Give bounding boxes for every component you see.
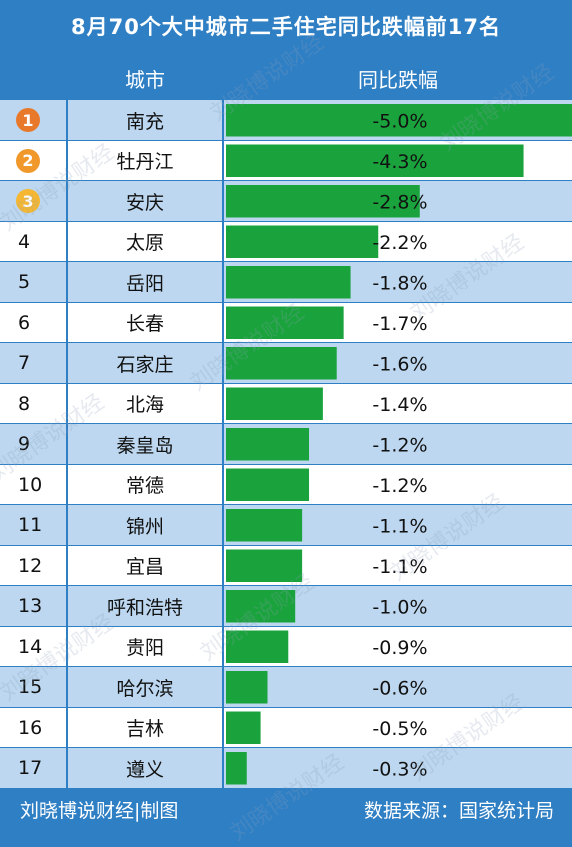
value-label: -0.3% bbox=[372, 758, 427, 780]
value-label: -1.7% bbox=[372, 313, 427, 335]
bar bbox=[226, 225, 379, 258]
rank-cell: 7 bbox=[18, 352, 31, 374]
city-label: 呼和浩特 bbox=[106, 596, 183, 619]
table-row: 15 哈尔滨 bbox=[0, 667, 572, 708]
bar bbox=[226, 144, 524, 177]
bar bbox=[226, 590, 296, 623]
rank-medal-icon: 3 bbox=[16, 189, 40, 213]
bar-chart: -5.0% -4.3% -2.8% -2.2% -1.8% -1.7% -1.6% -1.4%… bbox=[226, 104, 572, 785]
rank-cell: 11 bbox=[18, 514, 43, 536]
bar bbox=[226, 468, 310, 501]
city-label: 安庆 bbox=[125, 191, 164, 214]
bar bbox=[226, 387, 323, 420]
city-label: 宜昌 bbox=[125, 556, 164, 578]
city-label: 牡丹江 bbox=[116, 151, 174, 173]
value-label: -5.0% bbox=[372, 110, 427, 132]
table-header: 城市 同比跌幅 bbox=[0, 57, 572, 99]
rank-cell: 6 bbox=[18, 311, 31, 334]
column-divider bbox=[66, 100, 68, 788]
city-label: 南充 bbox=[125, 110, 164, 133]
value-label: -0.9% bbox=[372, 637, 427, 659]
bar bbox=[226, 711, 261, 744]
value-label: -1.1% bbox=[372, 556, 427, 578]
city-label: 岳阳 bbox=[125, 272, 164, 295]
bar bbox=[226, 549, 303, 582]
bar bbox=[226, 630, 289, 663]
bar bbox=[226, 266, 351, 299]
rank-cell: 14 bbox=[18, 635, 43, 658]
rank-medal-icon: 1 bbox=[16, 108, 40, 132]
city-label: 吉林 bbox=[125, 718, 164, 740]
city-label: 北海 bbox=[125, 394, 164, 416]
city-label: 常德 bbox=[125, 475, 164, 497]
rank-medal-icon: 2 bbox=[16, 148, 40, 173]
rank-cell: 2 bbox=[0, 141, 68, 181]
bar bbox=[226, 347, 337, 380]
city-label: 哈尔滨 bbox=[116, 677, 174, 700]
value-label: -2.8% bbox=[372, 191, 427, 213]
bar bbox=[226, 306, 344, 339]
city-label: 锦州 bbox=[125, 515, 164, 538]
chart-title: 8月70个大中城市二手住宅同比跌幅前17名 bbox=[70, 15, 502, 39]
value-label: -1.6% bbox=[372, 353, 427, 375]
footer-credit: 刘晓博说财经|制图 bbox=[20, 800, 179, 822]
value-column-header: 同比跌幅 bbox=[224, 57, 572, 99]
rank-header-cell bbox=[0, 57, 66, 99]
table-row: 16 吉林 bbox=[0, 707, 572, 748]
city-label: 太原 bbox=[125, 232, 164, 254]
city-label: 石家庄 bbox=[116, 353, 174, 376]
bar bbox=[226, 428, 310, 461]
city-label: 秦皇岛 bbox=[116, 434, 174, 457]
value-label: -1.1% bbox=[372, 515, 427, 537]
value-label: -4.3% bbox=[372, 151, 427, 173]
city-label: 遵义 bbox=[125, 758, 164, 781]
bar bbox=[226, 671, 268, 704]
value-label: -0.5% bbox=[372, 718, 427, 740]
value-label: -1.2% bbox=[372, 434, 427, 456]
rank-cell: 16 bbox=[18, 716, 43, 739]
city-label: 贵阳 bbox=[125, 637, 164, 659]
city-label: 长春 bbox=[125, 313, 164, 335]
value-label: -1.8% bbox=[372, 272, 427, 294]
rank-cell: 17 bbox=[18, 757, 43, 779]
footer: 刘晓博说财经|制图 数据来源：国家统计局 bbox=[0, 790, 572, 828]
rank-cell: 12 bbox=[18, 554, 43, 577]
rank-cell: 4 bbox=[18, 230, 31, 253]
rank-cell: 15 bbox=[18, 676, 43, 698]
rank-cell: 10 bbox=[18, 473, 43, 496]
value-label: -1.2% bbox=[372, 475, 427, 497]
value-label: -0.6% bbox=[372, 677, 427, 699]
rank-cell: 13 bbox=[18, 595, 43, 617]
city-column-header: 城市 bbox=[68, 57, 222, 99]
bar bbox=[226, 185, 420, 218]
bar bbox=[226, 752, 247, 785]
value-label: -2.2% bbox=[372, 232, 427, 254]
rank-cell: 5 bbox=[18, 271, 31, 293]
bar bbox=[226, 104, 572, 137]
value-label: -1.4% bbox=[372, 394, 427, 416]
rank-cell: 8 bbox=[18, 392, 31, 415]
footer-source: 数据来源：国家统计局 bbox=[363, 800, 554, 822]
rank-cell: 3 bbox=[0, 181, 68, 221]
row-divider bbox=[0, 787, 572, 790]
value-label: -1.0% bbox=[372, 596, 427, 618]
rank-cell: 1 bbox=[0, 100, 68, 140]
bar bbox=[226, 509, 303, 542]
column-divider bbox=[222, 100, 224, 788]
rank-cell: 9 bbox=[18, 433, 31, 455]
table-row: 17 遵义 bbox=[0, 748, 572, 789]
